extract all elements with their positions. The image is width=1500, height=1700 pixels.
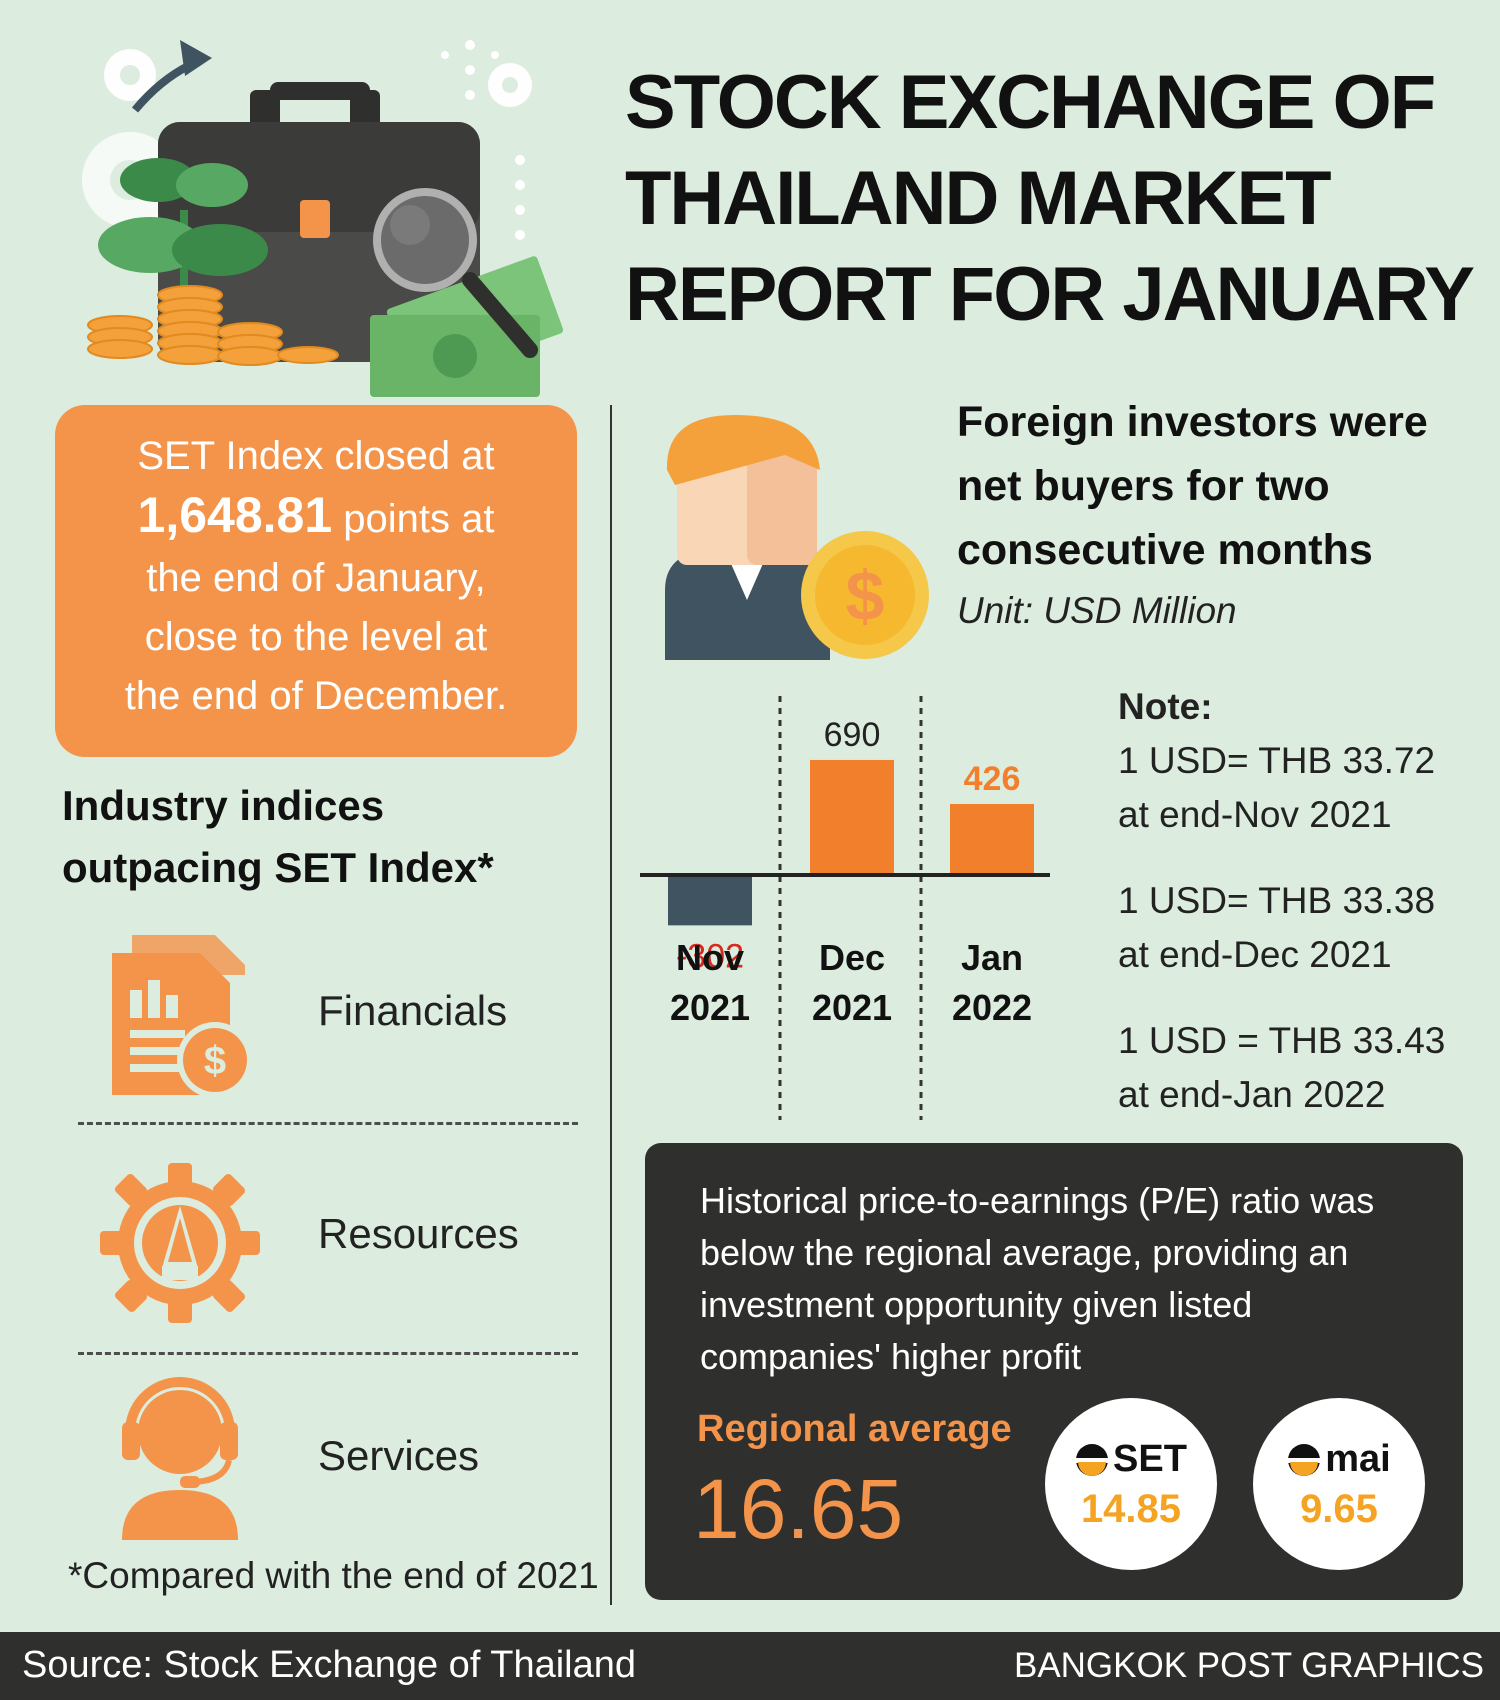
column-divider [610,405,612,1605]
data-label: 426 [964,760,1021,798]
set-box-value-line: 1,648.81 points at [55,486,577,549]
note-line: at end-Nov 2021 [1118,794,1392,835]
industry-label: Services [318,1432,480,1479]
pe-ratio-panel: Historical price-to-earnings (P/E) ratio… [645,1143,1463,1600]
set-box-line: SET Index closed at [137,434,495,478]
financials-document-icon: $ [112,935,253,1098]
set-logo-text: SET [1113,1438,1187,1480]
x-tick-label: Dec [819,937,885,978]
set-box-line: the end of December. [124,674,508,718]
x-tick-label: 2021 [812,987,892,1028]
bar-nov [668,875,752,926]
bar-jan [950,803,1034,875]
set-box-text: points at [332,497,495,541]
chart-unit-label: Unit: USD Million [957,590,1237,631]
pe-text-line: investment opportunity given listed [700,1284,1253,1325]
pe-text-line: companies' higher profit [700,1336,1082,1377]
mai-logo-icon [1287,1443,1322,1476]
pe-text-line: below the regional average, providing an [700,1232,1349,1273]
industry-footnote: *Compared with the end of 2021 [68,1555,599,1596]
resources-gear-icon [100,1163,260,1323]
pe-text-line: Historical price-to-earnings (P/E) ratio… [700,1180,1375,1221]
plant-icon [98,158,268,300]
divider [78,1122,578,1125]
set-index-summary-box: SET Index closed at 1,648.81 points at t… [55,405,577,757]
title-line: THAILAND MARKET [625,156,1332,241]
footer-bar: Source: Stock Exchange of Thailand BANGK… [0,1632,1500,1700]
mai-logo-text: mai [1325,1438,1391,1480]
investors-heading-line: Foreign investors were [957,398,1428,446]
industry-label: Financials [318,987,508,1034]
graphics-credit: BANGKOK POST GRAPHICS [1013,1646,1484,1685]
set-box-line: the end of January, [146,556,486,600]
x-tick-label: Jan [961,937,1023,978]
investors-heading-line: consecutive months [957,526,1373,574]
coins-icon [87,285,339,366]
magnifier-icon [373,188,538,358]
note-line: at end-Dec 2021 [1118,934,1392,975]
x-tick-label: Nov [676,937,744,978]
cash-bills-icon [370,256,564,397]
investor-person-icon: $ [665,415,929,660]
industry-heading: Industry indices outpacing SET Index* [62,775,582,899]
pe-description: Historical price-to-earnings (P/E) ratio… [700,1175,1420,1383]
industry-heading-line: outpacing SET Index* [62,844,494,891]
regional-average-value: 16.65 [693,1462,904,1556]
briefcase-money-illustration [82,40,564,397]
set-pe-value: 14.85 [1080,1487,1182,1531]
data-label: -302 [676,937,744,975]
note-line: at end-Jan 2022 [1118,1074,1386,1115]
industry-item-financials: $ Financials [75,935,580,1105]
industry-item-resources: Resources [75,1158,580,1328]
title-line: STOCK EXCHANGE OF [625,60,1436,145]
x-tick-label: 2021 [670,987,750,1028]
notes-heading: Note: [1118,686,1213,727]
page-title: STOCK EXCHANGE OF THAILAND MARKET REPORT… [625,55,1485,343]
set-logo: SET [1045,1438,1217,1481]
set-box-line: close to the level at [144,615,488,659]
svg-text:$: $ [846,557,885,635]
set-index-value: 1,648.81 [137,487,333,543]
note-line: 1 USD= THB 33.72 [1118,740,1436,781]
data-label: 690 [824,716,881,754]
mai-logo: mai [1253,1438,1425,1481]
industry-item-services: Services [75,1370,580,1540]
investors-heading: Foreign investors were net buyers for tw… [957,390,1487,582]
mai-pe-value: 9.65 [1300,1487,1378,1531]
bar-dec [810,759,894,875]
set-pe-badge: SET 14.85 [1045,1398,1217,1570]
set-logo-icon [1075,1443,1110,1476]
regional-average-label: Regional average [697,1408,1012,1450]
note-line: 1 USD= THB 33.38 [1118,880,1436,921]
exchange-rate-notes: Note: 1 USD= THB 33.72 at end-Nov 2021 1… [1118,680,1488,1122]
industry-label: Resources [318,1210,519,1257]
divider [78,1352,578,1355]
services-headset-icon [122,1377,238,1540]
note-line: 1 USD = THB 33.43 [1118,1020,1446,1061]
x-tick-label: 2022 [952,987,1032,1028]
mai-pe-badge: mai 9.65 [1253,1398,1425,1570]
svg-text:$: $ [204,1039,226,1083]
source-credit: Source: Stock Exchange of Thailand [22,1644,637,1686]
title-line: REPORT FOR JANUARY [625,252,1475,337]
industry-heading-line: Industry indices [62,782,385,829]
dots-decoration [441,40,525,240]
investors-heading-line: net buyers for two [957,462,1330,510]
